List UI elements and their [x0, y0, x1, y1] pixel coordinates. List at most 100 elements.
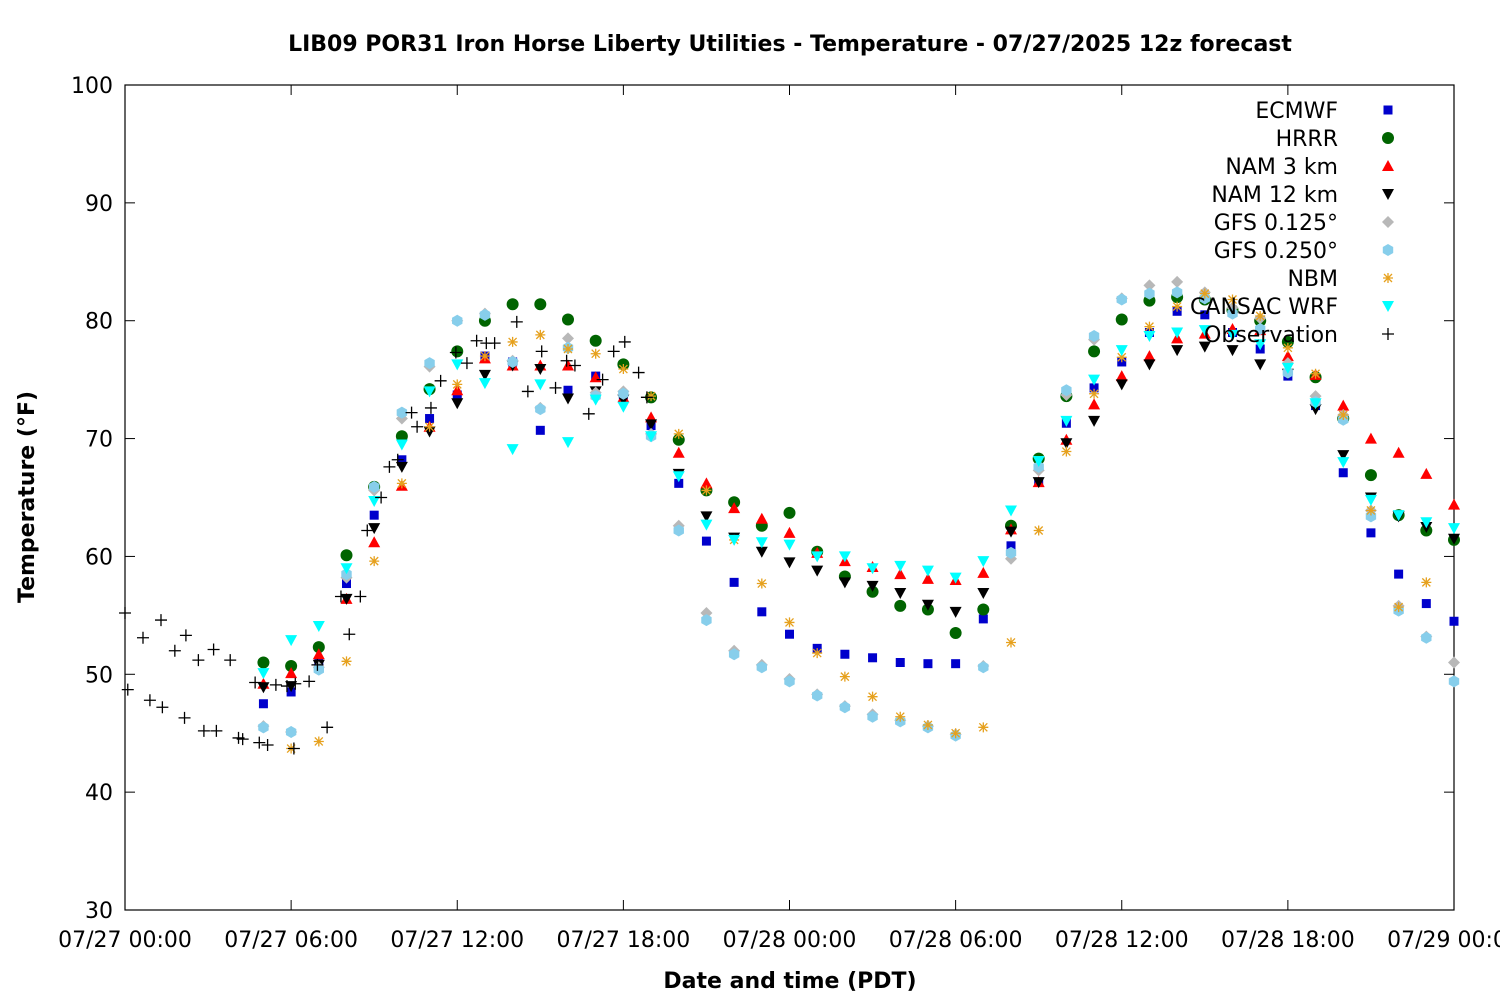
- data-point-nam-12-km: [368, 523, 381, 535]
- data-point-ecmwf: [895, 658, 905, 667]
- data-point-observation: [119, 607, 131, 619]
- legend-marker-nam-3-km: [1382, 160, 1394, 171]
- x-tick-label: 07/28 06:00: [889, 928, 1023, 953]
- data-point-ecmwf: [535, 425, 545, 435]
- series-gfs-0-250: [258, 286, 1460, 742]
- data-point-nam-12-km: [645, 419, 658, 431]
- legend-label-gfs-0-125: GFS 0.125°: [1214, 211, 1338, 236]
- series-ecmwf: [258, 306, 1459, 709]
- data-point-cansac-wrf: [866, 563, 879, 575]
- data-point-nam-3-km: [1364, 432, 1377, 444]
- data-point-observation: [535, 345, 548, 358]
- data-point-observation: [253, 736, 266, 749]
- data-point-observation: [568, 359, 581, 372]
- data-point-cansac-wrf: [257, 668, 270, 680]
- data-point-nam-12-km: [1060, 438, 1073, 450]
- data-point-cansac-wrf: [1448, 523, 1460, 535]
- data-point-nam-3-km: [755, 512, 768, 524]
- data-point-nbm: [1227, 294, 1238, 305]
- legend-label-gfs-0-250: GFS 0.250°: [1214, 239, 1338, 264]
- data-point-observation: [361, 524, 374, 537]
- data-point-cansac-wrf: [977, 556, 990, 568]
- y-tick-label: 80: [85, 310, 113, 335]
- data-point-nbm: [1255, 311, 1266, 321]
- data-point-nbm: [646, 391, 657, 402]
- series-nbm: [286, 288, 1432, 754]
- y-axis-label: Temperature (°F): [15, 391, 40, 603]
- data-point-cansac-wrf: [1309, 398, 1322, 410]
- legend-marker-cansac-wrf: [1382, 301, 1394, 312]
- data-point-nam-12-km: [562, 393, 574, 405]
- data-point-gfs-0-250: [1144, 287, 1155, 300]
- data-point-ecmwf: [1421, 599, 1431, 609]
- data-point-observation: [303, 675, 316, 688]
- data-point-nbm: [895, 711, 906, 722]
- data-point-gfs-0-250: [728, 648, 740, 661]
- data-point-gfs-0-250: [978, 661, 989, 674]
- data-point-nbm: [1199, 288, 1210, 299]
- data-point-ecmwf: [951, 659, 961, 669]
- legend-label-ecmwf: ECMWF: [1255, 99, 1338, 124]
- data-point-nam-3-km: [728, 502, 741, 514]
- data-point-nam-3-km: [1420, 467, 1433, 479]
- data-point-nam-12-km: [866, 580, 879, 592]
- data-point-cansac-wrf: [728, 534, 741, 546]
- data-point-gfs-0-250: [424, 357, 435, 370]
- data-point-hrrr: [783, 506, 796, 519]
- x-tick-label: 07/28 00:00: [723, 928, 857, 953]
- data-point-nam-3-km: [672, 446, 685, 458]
- data-point-observation: [249, 676, 262, 689]
- data-point-cansac-wrf: [506, 444, 519, 456]
- data-point-ecmwf: [701, 536, 711, 546]
- data-point-observation: [434, 374, 447, 387]
- data-point-cansac-wrf: [1337, 457, 1350, 469]
- data-point-cansac-wrf: [949, 572, 962, 584]
- data-point-observation: [343, 628, 356, 641]
- data-point-gfs-0-250: [839, 701, 851, 714]
- data-point-nam-3-km: [977, 566, 990, 578]
- data-point-nam-12-km: [1337, 450, 1350, 462]
- data-point-ecmwf: [1089, 383, 1099, 393]
- data-point-observation: [596, 373, 609, 386]
- data-point-observation: [168, 644, 181, 657]
- legend-label-observation: Observation: [1204, 323, 1338, 348]
- data-point-nbm: [563, 344, 573, 354]
- data-point-ecmwf: [258, 699, 268, 709]
- data-point-gfs-0-125: [1171, 275, 1184, 288]
- legend-label-nam-3-km: NAM 3 km: [1225, 155, 1338, 180]
- data-point-hrrr: [285, 660, 298, 673]
- data-point-cansac-wrf: [478, 378, 491, 390]
- data-point-hrrr: [1088, 345, 1101, 358]
- data-point-cansac-wrf: [589, 394, 602, 406]
- data-point-observation: [289, 677, 302, 690]
- data-point-observation: [321, 721, 334, 734]
- data-point-cansac-wrf: [1364, 494, 1377, 506]
- data-point-nam-12-km: [1115, 379, 1128, 391]
- data-point-nbm: [839, 671, 850, 682]
- data-point-gfs-0-250: [1061, 384, 1072, 397]
- data-point-observation: [179, 629, 192, 642]
- x-tick-label: 07/27 18:00: [556, 928, 690, 953]
- data-point-ecmwf: [840, 649, 850, 659]
- data-point-gfs-0-250: [1171, 286, 1183, 299]
- data-point-observation: [405, 406, 418, 419]
- data-point-nam-12-km: [1226, 345, 1239, 357]
- data-point-cansac-wrf: [451, 359, 464, 371]
- data-point-nam-3-km: [921, 572, 934, 584]
- data-point-cansac-wrf: [755, 537, 768, 549]
- data-point-nam-3-km: [1448, 498, 1460, 510]
- data-point-nam-12-km: [534, 364, 547, 376]
- data-point-gfs-0-125: [562, 332, 574, 345]
- data-point-observation: [549, 381, 562, 394]
- data-point-cansac-wrf: [894, 560, 907, 572]
- series-cansac-wrf: [257, 325, 1460, 680]
- data-point-observation: [391, 453, 404, 466]
- data-point-observation: [143, 694, 156, 707]
- data-point-cansac-wrf: [562, 437, 574, 449]
- data-point-cansac-wrf: [1281, 362, 1294, 374]
- data-point-nbm: [673, 428, 684, 439]
- data-point-nam-12-km: [1032, 477, 1045, 489]
- data-point-cansac-wrf: [1060, 415, 1073, 427]
- data-point-gfs-0-250: [1088, 330, 1100, 343]
- x-tick-label: 07/27 06:00: [224, 928, 358, 953]
